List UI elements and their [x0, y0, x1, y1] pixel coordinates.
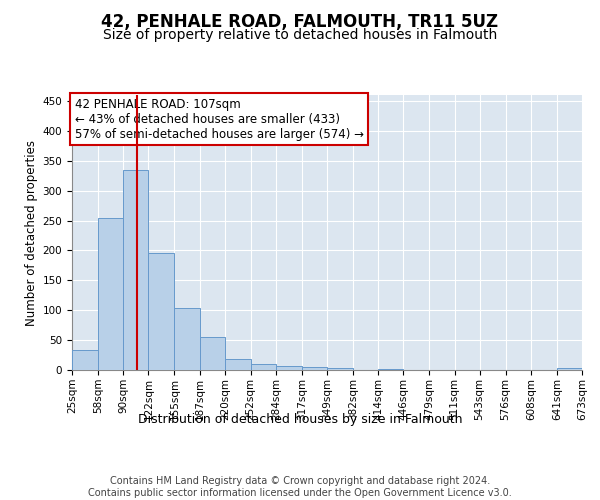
- Bar: [175, 308, 199, 370]
- Bar: [226, 359, 251, 370]
- Bar: [148, 253, 175, 370]
- Bar: [251, 364, 276, 370]
- Bar: [123, 170, 148, 370]
- Y-axis label: Number of detached properties: Number of detached properties: [25, 140, 38, 326]
- Bar: [557, 368, 582, 370]
- Bar: [199, 336, 226, 370]
- Text: 42 PENHALE ROAD: 107sqm
← 43% of detached houses are smaller (433)
57% of semi-d: 42 PENHALE ROAD: 107sqm ← 43% of detache…: [74, 98, 364, 141]
- Bar: [72, 350, 98, 370]
- Text: Size of property relative to detached houses in Falmouth: Size of property relative to detached ho…: [103, 28, 497, 42]
- Text: 42, PENHALE ROAD, FALMOUTH, TR11 5UZ: 42, PENHALE ROAD, FALMOUTH, TR11 5UZ: [101, 12, 499, 30]
- Bar: [276, 366, 302, 370]
- Text: Contains HM Land Registry data © Crown copyright and database right 2024.
Contai: Contains HM Land Registry data © Crown c…: [88, 476, 512, 498]
- Bar: [302, 367, 327, 370]
- Bar: [98, 218, 123, 370]
- Bar: [327, 368, 353, 370]
- Text: Distribution of detached houses by size in Falmouth: Distribution of detached houses by size …: [138, 412, 462, 426]
